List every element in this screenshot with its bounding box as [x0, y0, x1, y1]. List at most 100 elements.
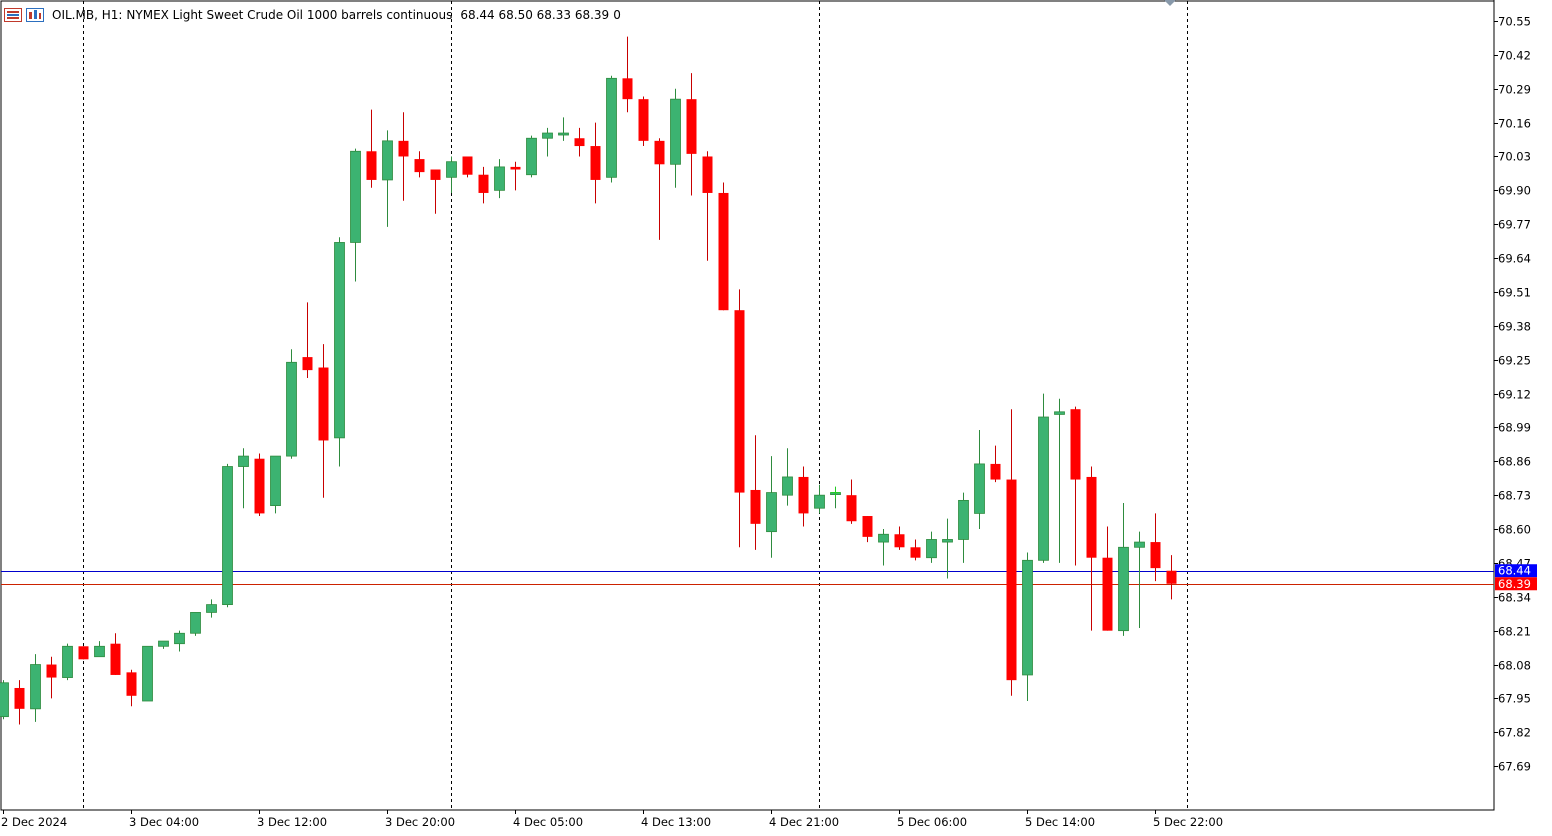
candle	[1134, 531, 1145, 629]
candle-body	[926, 539, 937, 559]
candle-body	[46, 664, 57, 678]
candle-body	[766, 492, 777, 533]
candle-body	[782, 476, 793, 496]
candle	[1022, 552, 1033, 702]
candle	[158, 640, 169, 649]
candle	[702, 151, 713, 261]
candle-body	[590, 146, 601, 180]
candle	[110, 633, 121, 675]
candle	[190, 612, 201, 636]
candle-body	[270, 455, 281, 507]
y-tick-label: 68.21	[1498, 625, 1531, 639]
candle	[894, 526, 905, 550]
candle	[302, 302, 313, 378]
candle	[638, 96, 649, 147]
candle	[382, 130, 393, 227]
candle	[974, 430, 985, 530]
candle	[958, 492, 969, 563]
candle	[1166, 555, 1177, 600]
y-tick-label: 67.95	[1498, 692, 1531, 706]
chart-shift-marker-icon[interactable]	[1164, 0, 1176, 6]
candle-body	[62, 645, 73, 678]
candle-body	[14, 687, 25, 709]
y-tick-label: 68.86	[1498, 455, 1531, 469]
candle-body	[286, 361, 297, 457]
candle-body	[846, 495, 857, 522]
candle	[350, 148, 361, 282]
y-tick-label: 68.34	[1498, 591, 1531, 605]
candle-body	[366, 151, 377, 180]
candle	[622, 36, 633, 113]
candle-body	[910, 547, 921, 558]
candle-body	[510, 166, 521, 170]
candle	[782, 448, 793, 506]
candle	[654, 138, 665, 240]
candle-body	[190, 612, 201, 634]
y-tick-label: 68.99	[1498, 421, 1531, 435]
symbol-description: NYMEX Light Sweet Crude Oil 1000 barrels…	[126, 8, 453, 22]
candle	[222, 463, 233, 608]
symbol-list-icon[interactable]	[4, 8, 22, 22]
candle-body	[670, 98, 681, 165]
candle	[1006, 409, 1017, 696]
candle-body	[558, 132, 569, 136]
candle	[798, 466, 809, 527]
y-tick-label: 68.60	[1498, 523, 1531, 537]
candle	[62, 643, 73, 681]
y-tick-label: 68.73	[1498, 489, 1531, 503]
candle-body	[30, 664, 41, 710]
candle	[14, 680, 25, 725]
candle-body	[94, 645, 105, 658]
x-tick-label: 3 Dec 20:00	[385, 815, 455, 829]
candle	[1150, 513, 1161, 582]
candle-body	[446, 161, 457, 178]
chart-type-icon[interactable]	[26, 8, 44, 22]
candle-body	[702, 156, 713, 193]
plot-frame	[0, 0, 1495, 811]
chart-header: OIL.MB, H1: NYMEX Light Sweet Crude Oil …	[4, 6, 621, 24]
candle-body	[1102, 557, 1113, 631]
candle	[750, 435, 761, 550]
candle-body	[222, 466, 233, 606]
candle	[766, 456, 777, 558]
candle-body	[1118, 546, 1129, 632]
candle-body	[478, 174, 489, 193]
y-tick-label: 70.29	[1498, 83, 1531, 97]
candle-body	[606, 77, 617, 178]
candle	[574, 127, 585, 157]
candle-body	[686, 99, 697, 154]
candle-body	[542, 132, 553, 139]
candle	[398, 112, 409, 201]
y-tick-label: 69.25	[1498, 354, 1531, 368]
candle-body	[1150, 542, 1161, 569]
candle-body	[238, 455, 249, 467]
candle-body	[174, 632, 185, 645]
x-tick-label: 3 Dec 04:00	[129, 815, 199, 829]
x-tick-label: 4 Dec 13:00	[641, 815, 711, 829]
y-tick-label: 68.08	[1498, 659, 1531, 673]
candle-body	[318, 367, 329, 441]
candle	[926, 531, 937, 563]
candle	[478, 166, 489, 204]
y-tick-label: 70.42	[1498, 49, 1531, 63]
y-tick-label: 69.90	[1498, 184, 1531, 198]
candle-body	[718, 192, 729, 311]
y-tick-label: 69.38	[1498, 320, 1531, 334]
candle-body	[398, 140, 409, 157]
candle-body	[414, 159, 425, 173]
x-tick-label: 5 Dec 14:00	[1025, 815, 1095, 829]
candle-body	[382, 140, 393, 181]
y-tick-label: 69.77	[1498, 218, 1531, 232]
candle	[910, 539, 921, 561]
x-tick-label: 4 Dec 21:00	[769, 815, 839, 829]
x-tick-label: 4 Dec 05:00	[513, 815, 583, 829]
candle	[254, 453, 265, 517]
candle	[606, 75, 617, 183]
candle-body	[110, 643, 121, 675]
candle-body	[1134, 541, 1145, 548]
candle	[1038, 393, 1049, 563]
candle-body	[494, 166, 505, 191]
x-tick-label: 5 Dec 22:00	[1153, 815, 1223, 829]
